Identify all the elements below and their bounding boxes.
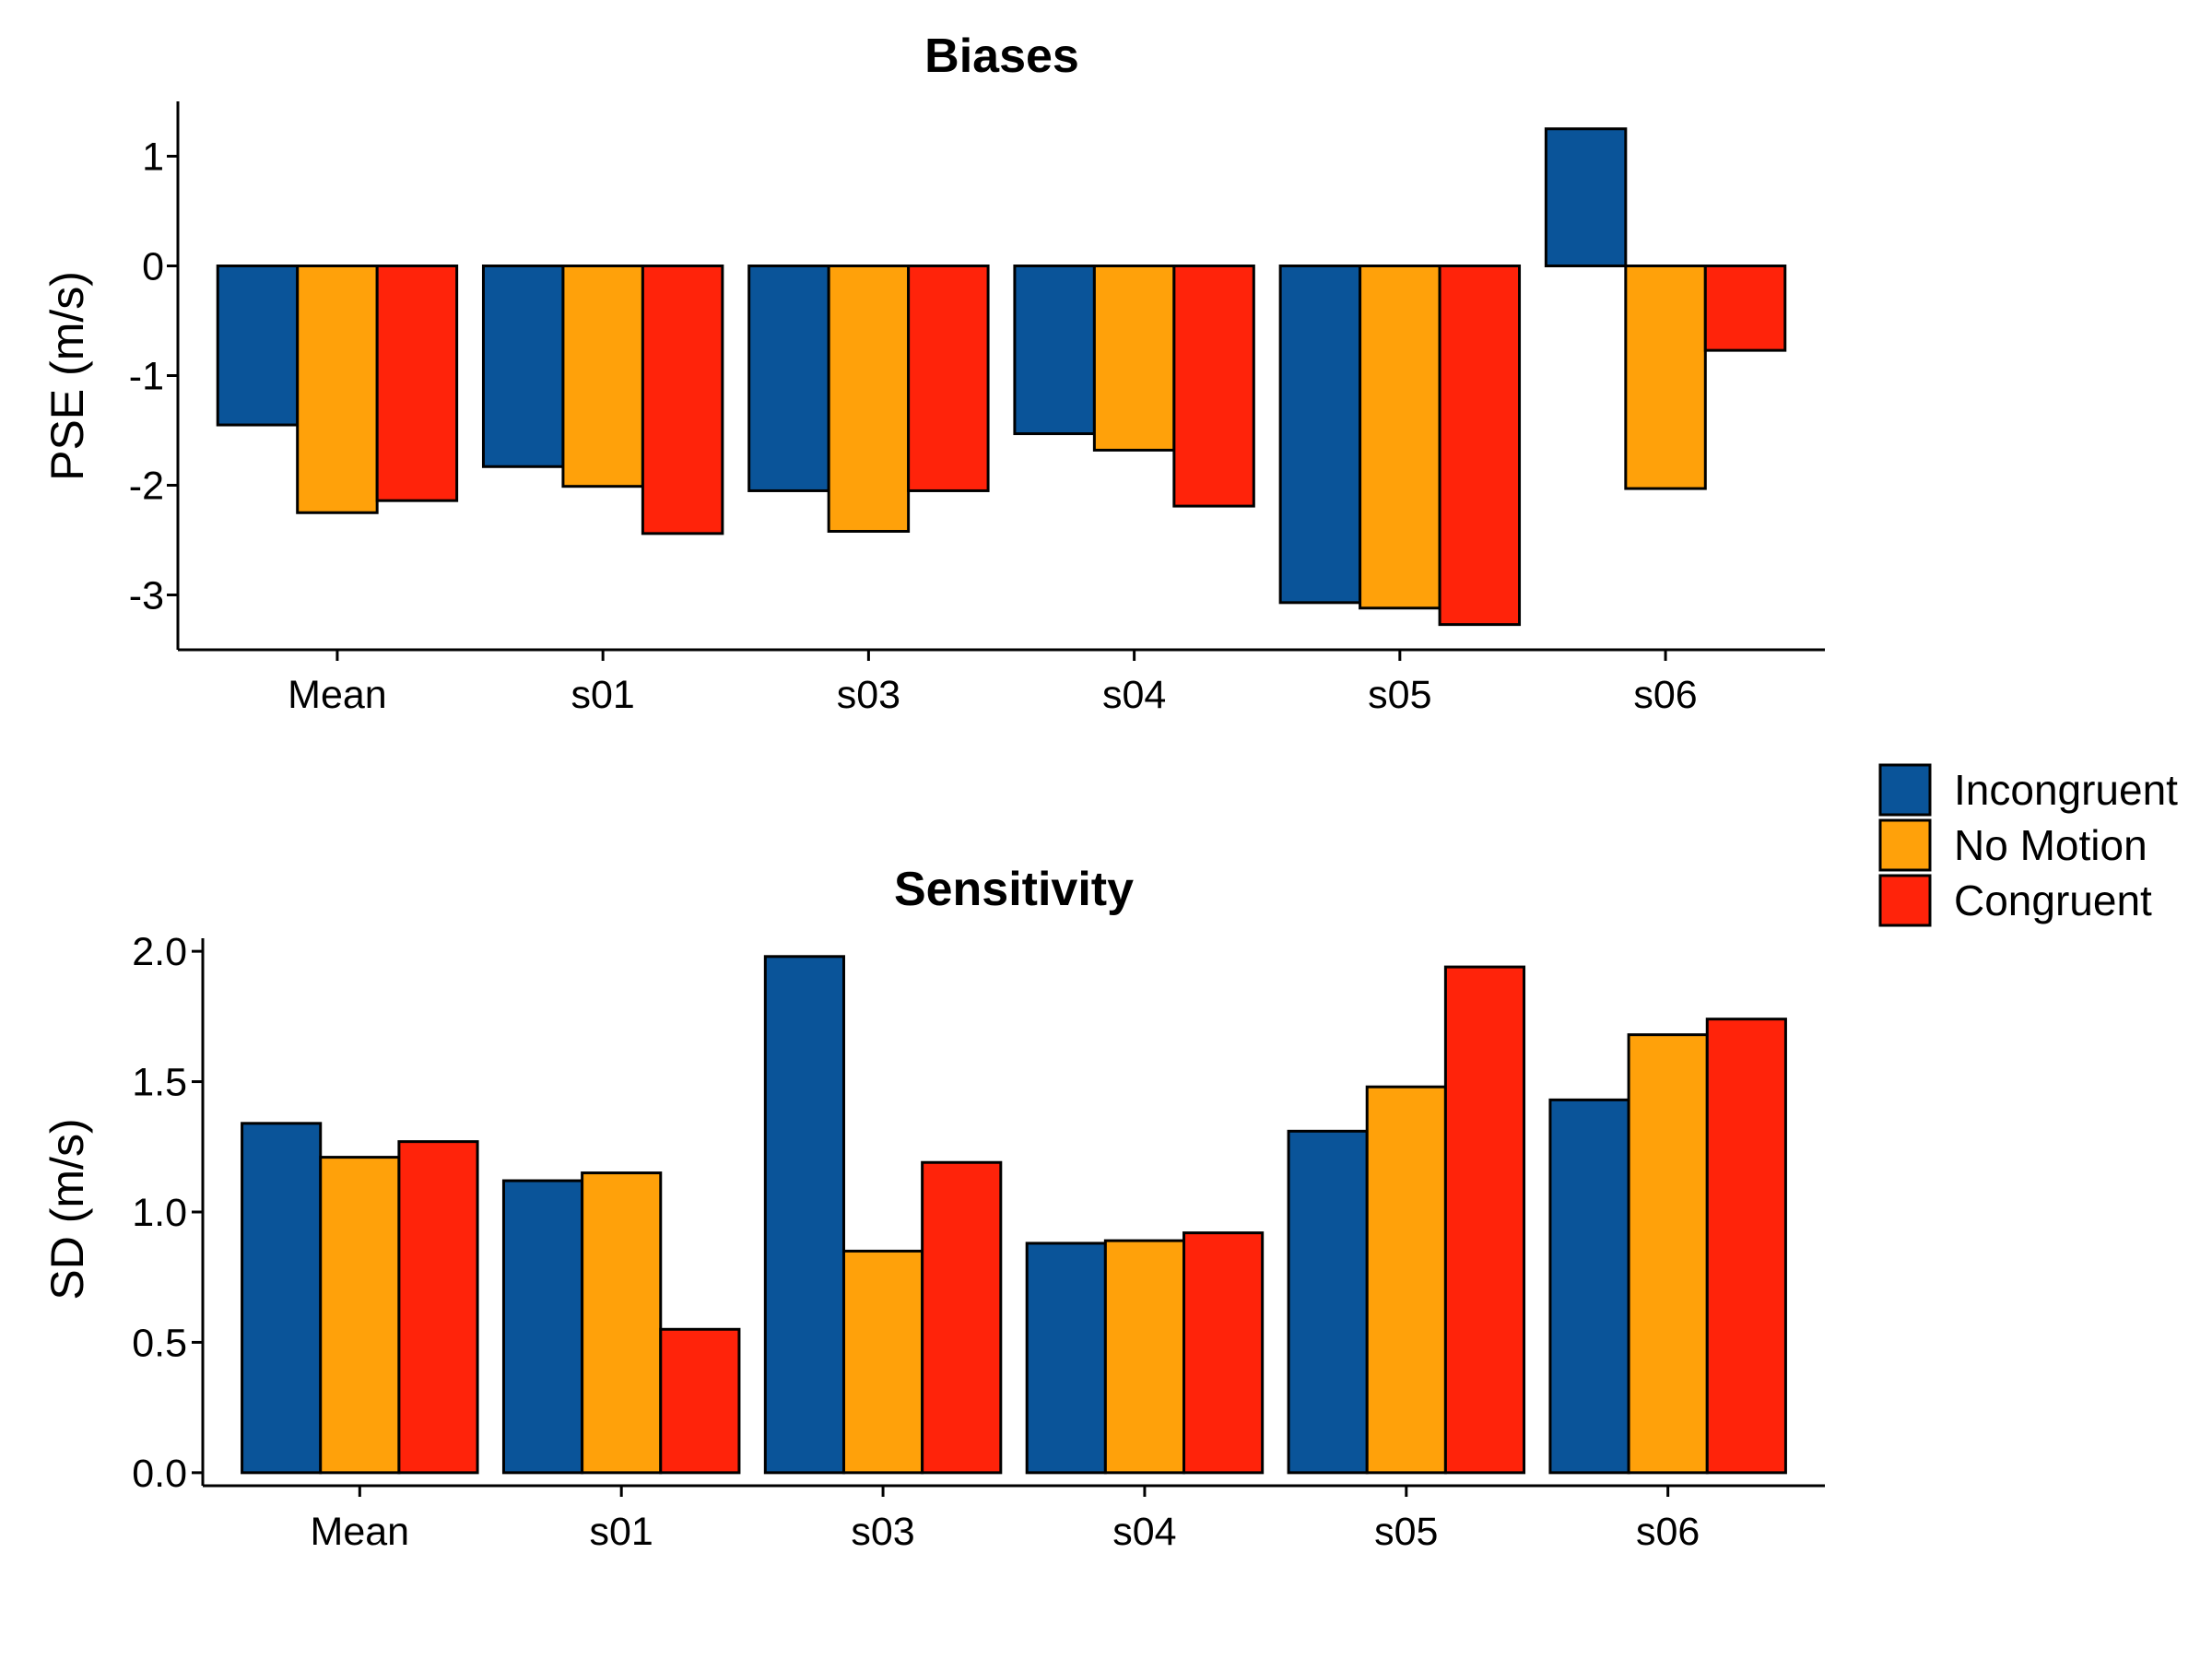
biases-y-tick-label: 1 [142, 135, 164, 180]
sensitivity-y-tick-label: 0.5 [132, 1321, 187, 1365]
biases-bar-s06-congruent [1703, 265, 1787, 352]
sensitivity-bar-mean-incongruent [241, 1122, 323, 1475]
sensitivity-bar-mean-no-motion [319, 1156, 401, 1475]
biases-y-tick-label: -2 [129, 465, 164, 509]
biases-bar-mean-congruent [375, 265, 459, 502]
biases-x-tick-label-s05: s05 [1368, 673, 1431, 717]
sensitivity-bar-s01-no-motion [581, 1171, 663, 1475]
sensitivity-x-tick-label-s05: s05 [1374, 1510, 1438, 1554]
biases-y-tick-label: -3 [129, 574, 164, 618]
biases-bar-s05-incongruent [1278, 265, 1362, 605]
sensitivity-bar-s06-incongruent [1548, 1098, 1630, 1475]
biases-x-tick-label-s03: s03 [837, 673, 900, 717]
biases-bar-s03-congruent [907, 265, 990, 492]
biases-bar-s06-incongruent [1544, 127, 1628, 267]
sensitivity-y-tick-label: 1.0 [132, 1191, 187, 1235]
sensitivity-x-tick-label-s04: s04 [1112, 1510, 1176, 1554]
sensitivity-panel: Sensitivity SD (m/s) 0.0 0.5 1.0 1.5 2.0 Mean… [41, 863, 1825, 1554]
legend-label-congruent: Congruent [1954, 877, 2152, 924]
biases-bar-s03-incongruent [747, 265, 830, 492]
biases-bar-mean-incongruent [216, 265, 300, 427]
sensitivity-y-tick-label: 2.0 [132, 930, 187, 974]
legend-key-no-motion [1878, 818, 1932, 872]
biases-bar-s01-congruent [641, 265, 724, 535]
sensitivity-y-tick-label: 0.0 [132, 1452, 187, 1496]
legend: Incongruent No Motion Congruent [1878, 763, 2178, 927]
biases-bar-s01-incongruent [481, 265, 565, 468]
sensitivity-x-tick-label-s01: s01 [590, 1510, 653, 1554]
legend-label-incongruent: Incongruent [1954, 766, 2178, 814]
sensitivity-bar-s03-incongruent [763, 955, 845, 1475]
sensitivity-bar-s05-no-motion [1365, 1085, 1447, 1475]
sensitivity-bar-s03-congruent [921, 1160, 1003, 1475]
sensitivity-bar-s06-congruent [1705, 1018, 1787, 1475]
biases-bar-s04-no-motion [1092, 265, 1176, 452]
biases-panel: Biases PSE (m/s) 1 0 -1 -2 -3 Mean s01 s03 s04 s0… [41, 29, 1825, 717]
sensitivity-bar-s06-no-motion [1627, 1033, 1709, 1475]
biases-bar-s05-no-motion [1359, 265, 1441, 610]
sensitivity-x-tick-label-s03: s03 [851, 1510, 914, 1554]
biases-x-tick-label-s06: s06 [1633, 673, 1697, 717]
biases-x-tick-label-s01: s01 [571, 673, 634, 717]
biases-bar-s04-congruent [1172, 265, 1255, 508]
biases-bar-s04-incongruent [1013, 265, 1096, 436]
sensitivity-title: Sensitivity [894, 863, 1134, 916]
sensitivity-bar-s01-incongruent [501, 1179, 584, 1475]
biases-bar-s01-no-motion [561, 265, 644, 488]
biases-y-axis-title: PSE (m/s) [41, 271, 93, 481]
sensitivity-bar-mean-congruent [397, 1140, 479, 1475]
legend-key-incongruent [1878, 763, 1932, 817]
biases-y-tick-label: 0 [142, 245, 164, 289]
sensitivity-bar-s04-incongruent [1025, 1241, 1107, 1475]
sensitivity-bar-s03-no-motion [841, 1249, 924, 1475]
biases-bar-s05-congruent [1438, 265, 1522, 627]
sensitivity-x-tick-label-mean: Mean [311, 1510, 410, 1554]
biases-x-tick-label-mean: Mean [288, 673, 387, 717]
sensitivity-bar-s05-congruent [1443, 965, 1526, 1475]
biases-bar-s06-no-motion [1624, 265, 1707, 490]
legend-label-no-motion: No Motion [1954, 821, 2147, 869]
biases-y-tick-label: -1 [129, 355, 164, 399]
biases-title: Biases [924, 29, 1079, 83]
sensitivity-bar-s05-incongruent [1287, 1129, 1369, 1475]
biases-x-tick-label-s04: s04 [1102, 673, 1166, 717]
sensitivity-bar-s04-no-motion [1103, 1239, 1186, 1475]
biases-bar-mean-no-motion [296, 265, 379, 514]
sensitivity-x-tick-label-s06: s06 [1636, 1510, 1700, 1554]
sensitivity-bar-s04-congruent [1182, 1231, 1265, 1475]
sensitivity-y-tick-label: 1.5 [132, 1061, 187, 1105]
sensitivity-bar-s01-congruent [659, 1327, 741, 1475]
legend-key-congruent [1878, 874, 1932, 927]
biases-bar-s03-no-motion [827, 265, 911, 533]
sensitivity-y-axis-title: SD (m/s) [41, 1118, 93, 1300]
